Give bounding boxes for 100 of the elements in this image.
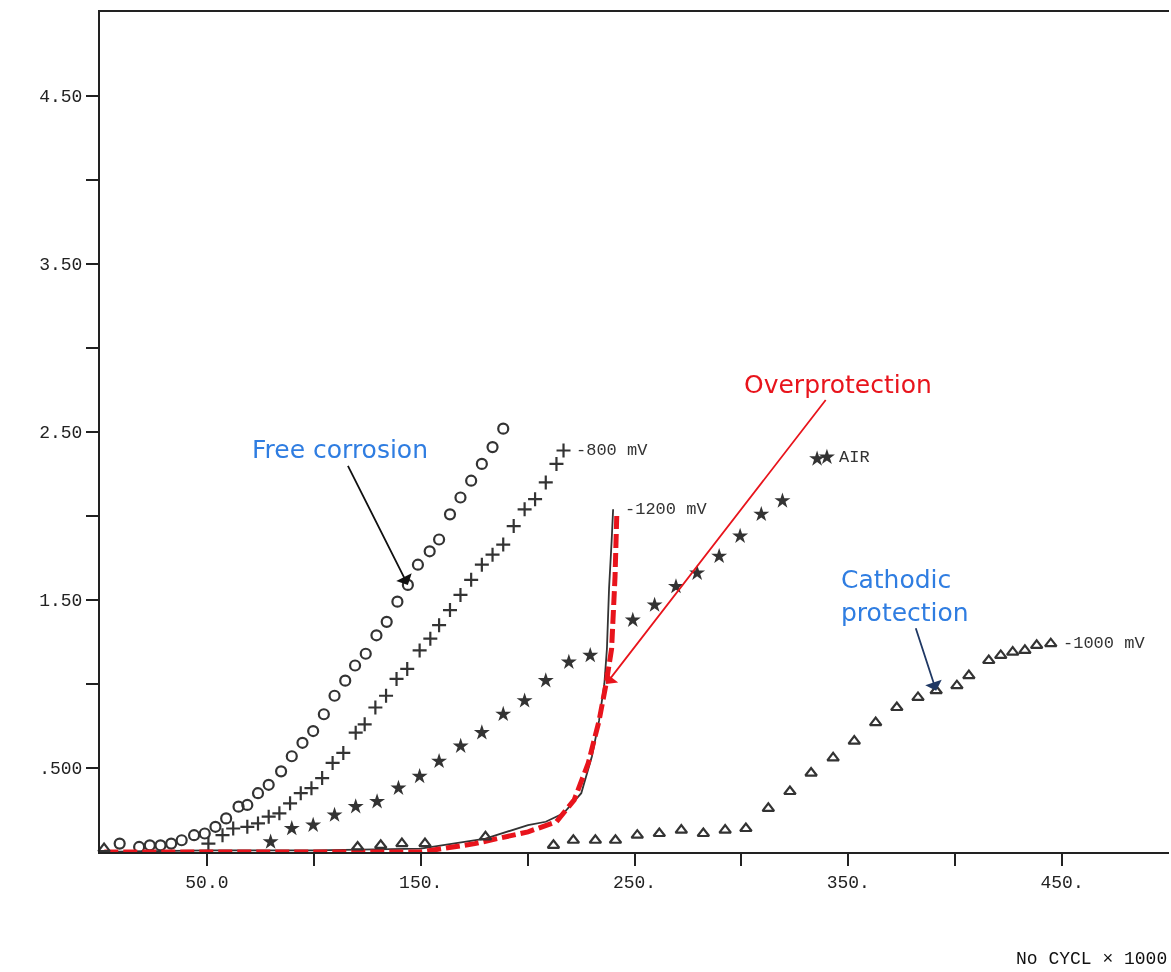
point <box>495 705 512 722</box>
y-tick-label: 3.50 <box>39 255 83 276</box>
point <box>200 835 217 852</box>
point <box>732 527 749 543</box>
point <box>225 820 242 837</box>
point <box>516 692 533 708</box>
x-tick-label: 450. <box>1040 872 1084 893</box>
point <box>646 596 663 612</box>
point <box>1043 637 1058 648</box>
point <box>624 611 641 627</box>
point <box>981 654 996 665</box>
point <box>198 827 211 840</box>
point <box>497 422 510 435</box>
point <box>260 808 277 825</box>
point <box>452 737 469 753</box>
point <box>251 787 265 800</box>
x-tick-label: 50.0 <box>185 872 229 893</box>
point <box>305 816 322 832</box>
y-tick-label: 4.50 <box>39 87 83 108</box>
point <box>317 708 330 721</box>
point <box>271 805 288 822</box>
point <box>783 785 797 796</box>
point <box>283 820 300 836</box>
point <box>187 829 201 842</box>
point <box>868 716 883 727</box>
point <box>431 752 448 769</box>
point <box>281 795 299 812</box>
point <box>356 716 373 733</box>
point <box>239 818 256 835</box>
point <box>350 840 365 851</box>
point <box>443 508 457 521</box>
point <box>889 701 904 712</box>
series-label: -1000 mV <box>1063 634 1146 653</box>
point <box>473 724 490 740</box>
point <box>454 491 467 504</box>
point <box>314 769 331 787</box>
point <box>993 649 1008 660</box>
x-axis-title: No CYCL × 1000 <box>1016 949 1168 969</box>
point <box>739 822 753 833</box>
x-tick-label: 250. <box>612 872 657 893</box>
x-tick-label: 150. <box>399 872 443 893</box>
y-tick-label: 1.50 <box>39 591 83 612</box>
point <box>377 687 395 704</box>
point <box>209 820 222 833</box>
point <box>432 533 446 546</box>
point <box>774 492 791 508</box>
point <box>809 450 826 466</box>
point <box>97 842 111 853</box>
point <box>326 806 343 822</box>
point <box>411 558 425 571</box>
point <box>411 768 428 784</box>
point <box>555 442 572 459</box>
point <box>430 617 448 634</box>
point <box>1018 644 1032 654</box>
point <box>452 586 469 604</box>
point <box>339 674 352 687</box>
point <box>652 827 667 838</box>
point <box>388 670 405 688</box>
point <box>154 839 167 852</box>
point <box>296 736 309 749</box>
point <box>348 659 362 672</box>
point <box>370 629 383 642</box>
point <box>292 785 309 802</box>
x-tick-label: 350. <box>826 872 870 893</box>
point <box>537 672 554 688</box>
point <box>220 812 233 825</box>
point <box>274 765 288 778</box>
point <box>526 491 544 508</box>
point <box>328 689 341 702</box>
point <box>380 615 393 628</box>
point <box>401 578 414 591</box>
point <box>484 546 501 563</box>
point <box>804 766 818 777</box>
point <box>486 441 499 454</box>
point <box>818 448 835 464</box>
point <box>516 501 533 518</box>
point <box>478 830 493 841</box>
point <box>441 601 459 619</box>
point <box>241 798 254 812</box>
point <box>249 815 267 832</box>
point <box>475 457 488 471</box>
point <box>495 536 512 553</box>
annotation: Cathodic protection <box>841 565 969 627</box>
point <box>165 837 178 850</box>
point <box>465 474 478 487</box>
point <box>753 505 770 522</box>
point <box>411 642 428 659</box>
point <box>347 798 364 814</box>
y-tick-label: 2.50 <box>39 423 83 444</box>
point <box>911 691 925 702</box>
point <box>473 556 490 573</box>
series-label: -800 mV <box>576 441 649 460</box>
point <box>285 750 298 763</box>
point <box>582 647 599 663</box>
point <box>113 837 126 850</box>
point <box>826 751 840 762</box>
point <box>399 660 416 677</box>
point <box>548 455 565 473</box>
point <box>696 827 711 838</box>
point <box>505 517 522 535</box>
